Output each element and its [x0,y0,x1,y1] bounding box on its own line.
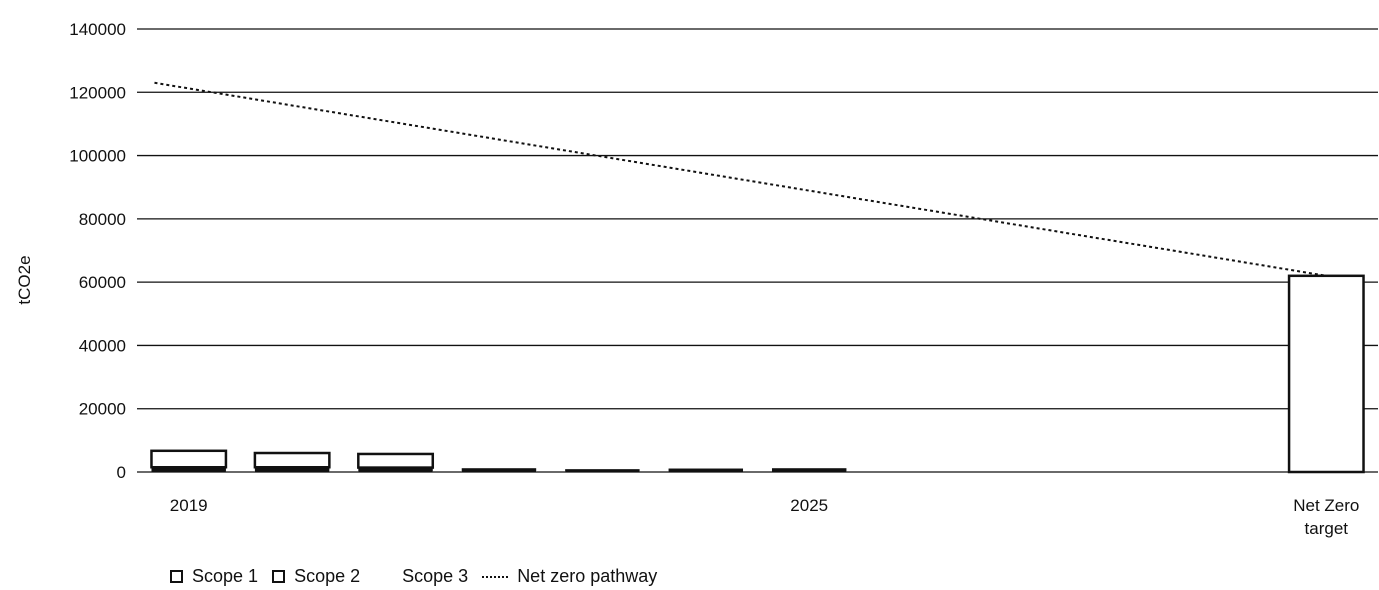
legend-scope-2-label: Scope 2 [294,566,361,586]
pathway-swatch [482,575,509,578]
y-tick-label: 100000 [69,147,126,166]
y-axis-ticks: 0 20000 40000 60000 80000 100000 120000 140000 [69,20,126,482]
scope-2-swatch [272,570,286,583]
legend-scope-3-label: Scope 3 [402,566,469,586]
y-tick-label: 140000 [69,20,126,39]
bar-scope-1 [668,468,744,472]
bar-scope-2 [150,449,228,469]
legend-pathway: Net zero pathway [482,566,657,587]
x-tick-label: Net Zero target [1293,496,1359,538]
y-tick-label: 40000 [79,336,126,355]
legend-scope-2: Scope 2 [272,566,360,587]
net-zero-pathway [154,81,1327,277]
x-tick-label: 2019 [170,496,208,515]
bar-scope-1 [565,469,640,472]
bar-scope-1 [771,468,847,472]
legend-scope-3: Scope 3 [374,566,468,587]
y-axis-label: tCO2e [15,255,34,304]
bar-scope-2 [357,452,435,469]
scope-1-swatch [170,570,183,583]
bar-scope-2 [1287,274,1365,474]
y-tick-label: 20000 [79,400,126,419]
y-tick-label: 80000 [79,210,126,229]
legend-scope-1: Scope 1 [170,566,258,587]
bars [150,274,1365,474]
y-tick-label: 60000 [79,273,126,292]
bar-scope-1 [461,468,537,472]
x-axis-ticks: 2019 2025 Net Zero target [170,496,1360,538]
bar-scope-1 [358,467,433,472]
x-tick-label-line: target [1305,519,1349,538]
bar-scope-2 [253,451,331,469]
legend-scope-1-label: Scope 1 [192,566,259,586]
legend-pathway-label: Net zero pathway [517,566,658,586]
legend: Scope 1 Scope 2 Scope 3 Net zero pathway [170,566,671,587]
y-tick-label: 120000 [69,83,126,102]
y-tick-label: 0 [117,463,126,482]
bar-scope-1 [151,467,226,472]
bar-scope-1 [254,467,330,472]
x-tick-label: 2025 [790,496,828,515]
gridlines [137,28,1378,473]
pathway-line [154,81,1327,277]
x-tick-label-line: Net Zero [1293,496,1359,515]
